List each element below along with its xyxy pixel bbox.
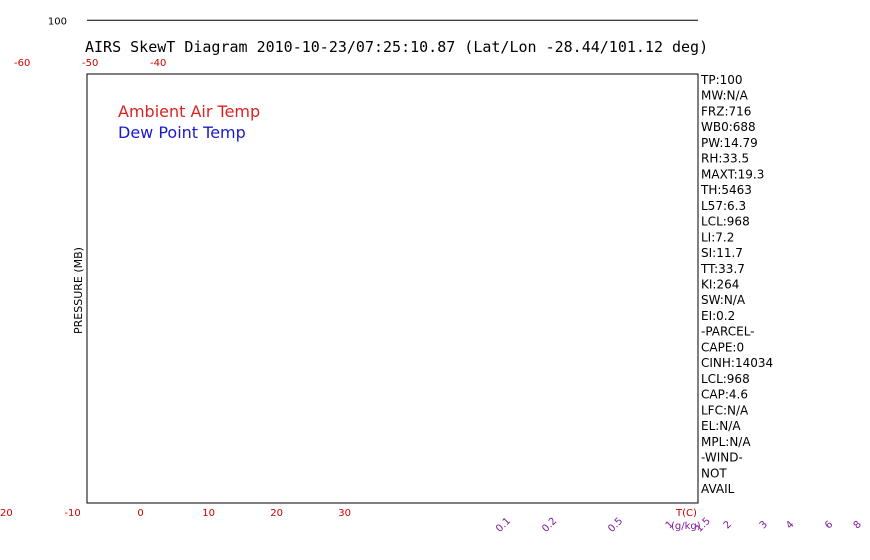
- index-item: LCL:968: [701, 215, 750, 229]
- mixing-ratio-tick-label: 4: [784, 519, 796, 531]
- index-item: KI:264: [701, 278, 739, 292]
- index-item: -PARCEL-: [701, 325, 755, 339]
- mixing-ratio-tick-label: 0.5: [606, 516, 625, 535]
- chart-title: AIRS SkewT Diagram 2010-10-23/07:25:10.8…: [85, 38, 708, 56]
- mixing-ratio-tick-label: 8: [852, 519, 864, 531]
- top-temp-tick-label: -40: [150, 58, 166, 69]
- index-item: -WIND-: [701, 451, 743, 465]
- series-layer: [0, 0, 802, 20]
- index-item: PW:14.79: [701, 136, 758, 150]
- mixing-ratio-unit: (g/kg): [671, 521, 701, 532]
- index-item: CAP:4.6: [701, 388, 748, 402]
- index-item: FRZ:716: [701, 105, 751, 119]
- index-item: RH:33.5: [701, 152, 749, 166]
- index-item: MPL:N/A: [701, 435, 751, 449]
- plot-frame: [86, 73, 699, 504]
- bottom-temp-unit: T(C): [675, 508, 697, 519]
- top-temp-tick-label: -60: [14, 58, 30, 69]
- index-item: CAPE:0: [701, 340, 744, 354]
- index-item: TH:5463: [700, 183, 752, 197]
- pressure-tick-label: 100: [48, 16, 67, 27]
- index-item: AVAIL: [701, 482, 735, 496]
- bottom-temp-tick-label: 10: [202, 508, 215, 519]
- index-item: CINH:14034: [701, 356, 773, 370]
- bottom-temp-tick-label: 30: [338, 508, 351, 519]
- legend: Ambient Air Temp Dew Point Temp: [118, 102, 260, 142]
- legend-dew-point-temp: Dew Point Temp: [118, 123, 246, 142]
- index-item: WB0:688: [701, 120, 756, 134]
- mixing-ratio-tick-label: 3: [758, 519, 770, 531]
- index-item: EI:0.2: [701, 309, 735, 323]
- index-item: SI:11.7: [701, 246, 743, 260]
- index-item: L57:6.3: [701, 199, 746, 213]
- top-temp-tick-label: -50: [82, 58, 98, 69]
- y-axis-label: PRESSURE (MB): [72, 247, 85, 334]
- mixing-ratio-tick-label: 6: [823, 519, 835, 531]
- mixing-ratio-tick-label: 0.2: [540, 516, 559, 535]
- bottom-temp-tick-label: 0: [137, 508, 143, 519]
- top-temp-tick-labels: -120-110-100-90-80-70-60-50-40: [14, 58, 166, 69]
- index-item: TT:33.7: [700, 262, 745, 276]
- isobar-lines: [87, 19, 698, 21]
- mixing-ratio-tick-label: 2: [722, 519, 734, 531]
- index-item: LCL:968: [701, 372, 750, 386]
- bottom-temp-tick-label: -20: [0, 508, 13, 519]
- index-item: EL:N/A: [701, 419, 741, 433]
- legend-ambient-air-temp: Ambient Air Temp: [118, 102, 260, 121]
- bottom-temp-tick-label: -10: [64, 508, 80, 519]
- bottom-temp-tick-label: 20: [270, 508, 283, 519]
- ambient-air-temp-line: [0, 0, 802, 20]
- index-item: TP:100: [700, 73, 743, 87]
- index-item: LFC:N/A: [701, 403, 749, 417]
- index-item: MAXT:19.3: [701, 167, 764, 181]
- index-item: NOT: [701, 466, 727, 480]
- index-item: LI:7.2: [701, 230, 734, 244]
- mixing-ratio-tick-label: 0.1: [494, 516, 513, 535]
- pressure-tick-labels: 1002003004005006007008009001000: [48, 16, 67, 27]
- dew-point-temp-line: [0, 0, 775, 20]
- index-item: SW:N/A: [701, 293, 746, 307]
- index-item: MW:N/A: [701, 89, 749, 103]
